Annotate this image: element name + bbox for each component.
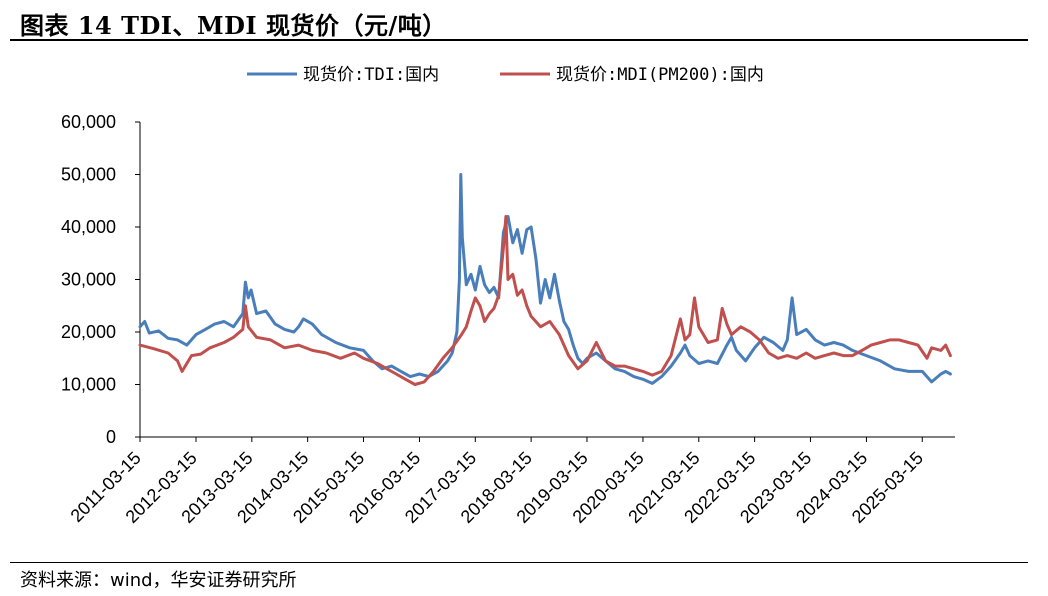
legend: 现货价:TDI:国内 现货价:MDI(PM200):国内 bbox=[247, 65, 764, 85]
series-layer bbox=[138, 173, 952, 386]
source-note: 资料来源：wind，华安证券研究所 bbox=[20, 570, 297, 591]
series-line-mdi bbox=[138, 215, 952, 386]
line-chart: 现货价:TDI:国内 现货价:MDI(PM200):国内 0 10,000 20,00… bbox=[61, 65, 955, 527]
legend-label-mdi: 现货价:MDI(PM200):国内 bbox=[556, 65, 764, 85]
y-tick-label: 60,000 bbox=[61, 112, 116, 132]
source-rule bbox=[10, 562, 1028, 563]
x-axis: 2011-03-152012-03-152013-03-152014-03-15… bbox=[67, 436, 955, 527]
figure-title: 图表 14 TDI、MDI 现货价（元/吨） bbox=[20, 11, 447, 40]
y-tick-label: 40,000 bbox=[61, 217, 116, 237]
y-tick-label: 10,000 bbox=[61, 375, 116, 395]
legend-label-tdi: 现货价:TDI:国内 bbox=[303, 65, 439, 85]
y-tick-label: 20,000 bbox=[61, 322, 116, 342]
y-axis: 0 10,000 20,000 30,000 40,000 50,000 60,000 bbox=[61, 112, 141, 447]
series-line-tdi bbox=[138, 173, 952, 385]
y-tick-label: 0 bbox=[106, 427, 116, 447]
title-rule bbox=[10, 39, 1028, 41]
y-tick-label: 50,000 bbox=[61, 165, 116, 185]
y-tick-label: 30,000 bbox=[61, 270, 116, 290]
